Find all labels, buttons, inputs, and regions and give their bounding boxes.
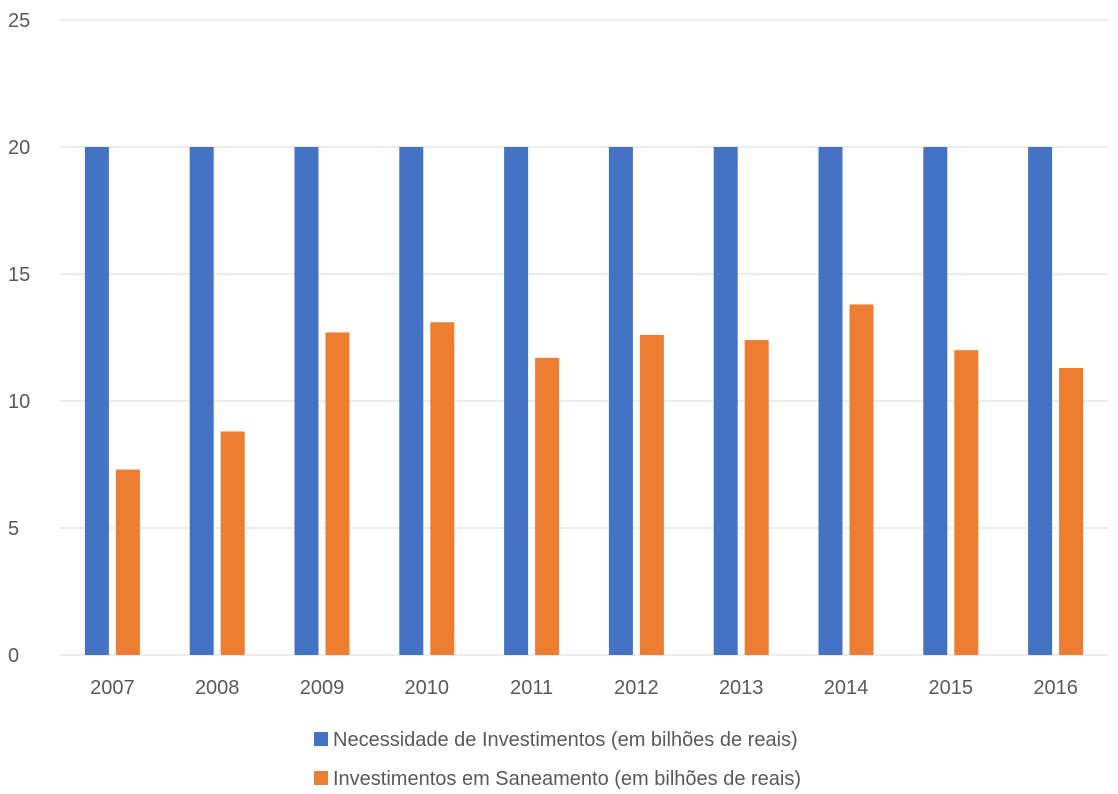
bar-investimentos-2011 xyxy=(535,357,560,655)
bar-investimentos-2009 xyxy=(325,332,350,655)
legend-label-investimentos: Investimentos em Saneamento (em bilhões … xyxy=(333,768,801,790)
x-tick-label: 2010 xyxy=(405,677,450,699)
bar-investimentos-2007 xyxy=(115,469,140,655)
x-tick-label: 2012 xyxy=(614,677,659,699)
bar-necessidade-2007 xyxy=(84,147,109,655)
y-tick-label: 15 xyxy=(8,264,30,286)
bar-investimentos-2012 xyxy=(639,334,664,655)
bar-necessidade-2012 xyxy=(608,147,633,655)
y-tick-label: 25 xyxy=(8,10,30,32)
legend: Necessidade de Investimentos (em bilhões… xyxy=(314,729,801,790)
x-tick-label: 2009 xyxy=(300,677,345,699)
bar-investimentos-2008 xyxy=(220,431,245,655)
x-axis: 2007 2008 2009 2010 2011 2012 2013 2014 2015 2016 xyxy=(90,677,1078,699)
x-tick-label: 2016 xyxy=(1033,677,1078,699)
legend-label-necessidade: Necessidade de Investimentos (em bilhões… xyxy=(333,729,798,751)
bar-necessidade-2010 xyxy=(399,147,424,655)
bar-necessidade-2009 xyxy=(294,147,319,655)
bar-necessidade-2016 xyxy=(1028,147,1053,655)
y-axis: 0 5 10 15 20 25 xyxy=(8,10,30,667)
x-tick-label: 2014 xyxy=(824,677,869,699)
x-tick-label: 2008 xyxy=(195,677,240,699)
bars xyxy=(84,147,1084,655)
bar-necessidade-2013 xyxy=(713,147,738,655)
x-tick-label: 2015 xyxy=(929,677,974,699)
legend-swatch-necessidade xyxy=(314,732,328,746)
x-tick-label: 2007 xyxy=(90,677,135,699)
bar-necessidade-2014 xyxy=(818,147,843,655)
bar-investimentos-2014 xyxy=(849,304,874,655)
y-tick-label: 20 xyxy=(8,137,30,159)
bar-investimentos-2010 xyxy=(430,322,455,655)
bar-necessidade-2011 xyxy=(504,147,529,655)
y-tick-label: 0 xyxy=(8,645,19,667)
bar-necessidade-2015 xyxy=(923,147,948,655)
bar-investimentos-2016 xyxy=(1059,367,1084,655)
y-tick-label: 10 xyxy=(8,391,30,413)
legend-swatch-investimentos xyxy=(314,771,328,785)
bar-necessidade-2008 xyxy=(189,147,214,655)
x-tick-label: 2011 xyxy=(510,677,553,699)
x-tick-label: 2013 xyxy=(719,677,764,699)
bar-investimentos-2015 xyxy=(954,350,979,655)
bar-investimentos-2013 xyxy=(744,340,769,655)
y-tick-label: 5 xyxy=(8,518,19,540)
gridlines xyxy=(60,19,1108,656)
